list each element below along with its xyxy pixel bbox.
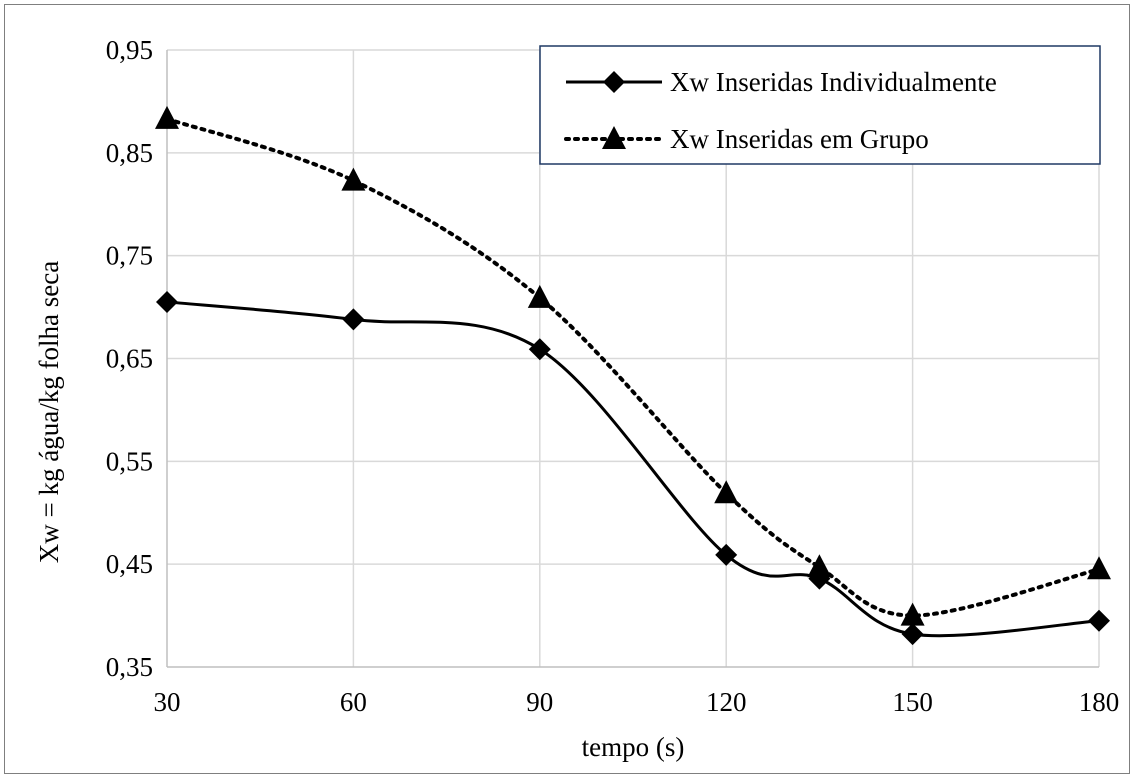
y-tick-label: 0,35	[106, 652, 153, 682]
y-tick-label: 0,75	[106, 241, 153, 271]
x-tick-label: 150	[892, 687, 933, 717]
legend-entry-group: Xw Inseridas em Grupo	[564, 124, 929, 154]
y-tick-label: 0,45	[106, 549, 153, 579]
x-axis-title: tempo (s)	[582, 732, 685, 762]
legend-box	[539, 45, 1101, 165]
data-point-group	[341, 167, 366, 191]
data-point-individual	[901, 623, 924, 646]
x-tick-label: 90	[526, 687, 553, 717]
data-point-individual	[156, 290, 178, 313]
tick-label-layer: 0,35 0,45 0,55 0,65 0,75 0,85 0,95 30 60 90 120 150…	[106, 35, 1120, 717]
data-point-group	[900, 602, 925, 626]
x-tick-label: 180	[1079, 687, 1120, 717]
data-point-group	[807, 554, 832, 578]
data-point-individual	[342, 308, 365, 331]
data-point-individual	[1088, 609, 1110, 632]
data-point-group	[527, 284, 552, 308]
x-tick-label: 30	[154, 687, 181, 717]
axis-layer	[166, 50, 1099, 668]
legend: Xw Inseridas Individualmente Xw Inserida…	[539, 45, 1101, 165]
y-tick-label: 0,65	[106, 344, 153, 374]
series-line-group	[165, 116, 1101, 618]
legend-label-individual: Xw Inseridas Individualmente	[670, 67, 997, 97]
data-point-group	[1087, 556, 1111, 580]
y-tick-label: 0,95	[106, 35, 153, 65]
legend-marker-diamond	[603, 71, 625, 93]
y-tick-label: 0,85	[106, 138, 153, 168]
legend-label-group: Xw Inseridas em Grupo	[670, 124, 929, 154]
legend-marker-triangle	[602, 126, 626, 149]
x-tick-label: 120	[706, 687, 747, 717]
data-point-individual	[808, 567, 831, 590]
data-point-individual	[715, 543, 738, 566]
x-tick-label: 60	[340, 687, 367, 717]
series-line-individual	[166, 300, 1100, 638]
series-layer	[155, 105, 1111, 646]
y-tick-label: 0,55	[106, 446, 153, 476]
data-point-individual	[528, 338, 551, 361]
legend-entry-individual: Xw Inseridas Individualmente	[566, 67, 997, 97]
data-point-group	[714, 480, 739, 504]
data-point-group	[155, 105, 179, 129]
y-axis-title: Xw = kg água/kg folha seca	[34, 261, 64, 563]
